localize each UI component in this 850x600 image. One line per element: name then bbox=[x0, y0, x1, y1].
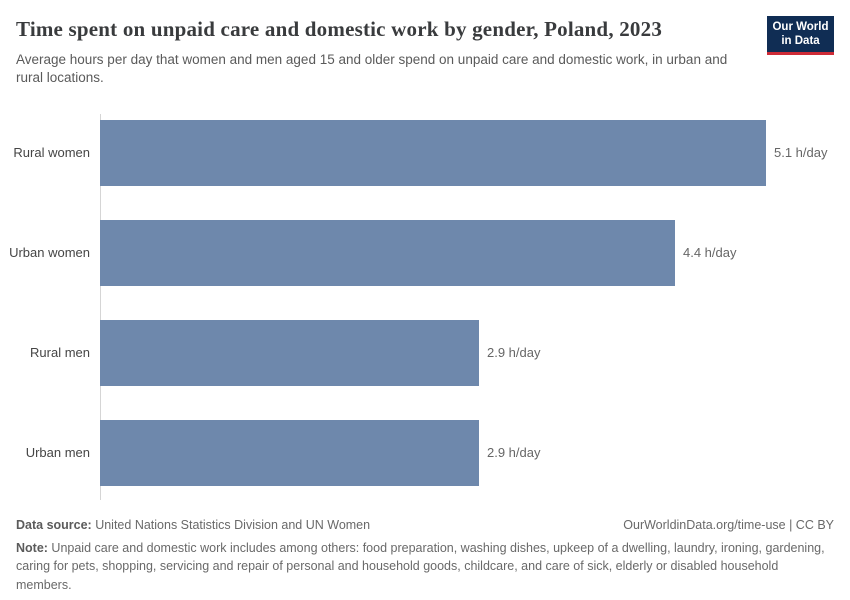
bar-row: Rural men 2.9 h/day bbox=[0, 303, 850, 403]
title-block: Time spent on unpaid care and domestic w… bbox=[16, 14, 738, 88]
chart-footer: Data source: United Nations Statistics D… bbox=[0, 518, 850, 595]
chart-header: Time spent on unpaid care and domestic w… bbox=[0, 0, 850, 88]
bar-row: Urban men 2.9 h/day bbox=[0, 403, 850, 503]
category-label: Rural men bbox=[30, 345, 90, 361]
owid-logo-box: Our World in Data bbox=[767, 16, 834, 53]
data-source: Data source: United Nations Statistics D… bbox=[16, 518, 370, 532]
data-source-label: Data source: bbox=[16, 517, 92, 532]
bar-value-label: 5.1 h/day bbox=[774, 145, 828, 161]
owid-logo: Our World in Data bbox=[767, 16, 834, 56]
data-source-value: United Nations Statistics Division and U… bbox=[91, 517, 371, 532]
attribution: OurWorldinData.org/time-use | CC BY bbox=[623, 517, 834, 532]
bar-value-label: 2.9 h/day bbox=[487, 345, 541, 361]
category-label: Urban women bbox=[9, 245, 90, 261]
bar bbox=[100, 219, 675, 286]
note: Note: Unpaid care and domestic work incl… bbox=[16, 539, 834, 595]
source-row: Data source: United Nations Statistics D… bbox=[16, 518, 834, 532]
chart-subtitle: Average hours per day that women and men… bbox=[16, 52, 728, 86]
note-text: Unpaid care and domestic work includes a… bbox=[16, 540, 825, 593]
bar-rows: Rural women 5.1 h/day Urban women 4.4 h/day… bbox=[0, 103, 850, 503]
y-axis-line bbox=[100, 113, 101, 500]
bar bbox=[100, 119, 766, 186]
bar-row: Rural women 5.1 h/day bbox=[0, 103, 850, 203]
bar bbox=[100, 419, 479, 486]
owid-logo-accent-bar bbox=[767, 52, 834, 56]
category-label: Rural women bbox=[13, 145, 90, 161]
bar-value-label: 4.4 h/day bbox=[683, 245, 737, 261]
chart-title: Time spent on unpaid care and domestic w… bbox=[16, 17, 663, 41]
owid-logo-line1: Our World bbox=[772, 21, 829, 33]
note-label: Note: bbox=[16, 540, 48, 555]
bar-chart: Rural women 5.1 h/day Urban women 4.4 h/day… bbox=[0, 103, 850, 503]
owid-logo-line2: in Data bbox=[781, 34, 820, 47]
bar bbox=[100, 319, 479, 386]
category-label: Urban men bbox=[25, 445, 90, 461]
bar-value-label: 2.9 h/day bbox=[487, 445, 541, 461]
bar-row: Urban women 4.4 h/day bbox=[0, 203, 850, 303]
